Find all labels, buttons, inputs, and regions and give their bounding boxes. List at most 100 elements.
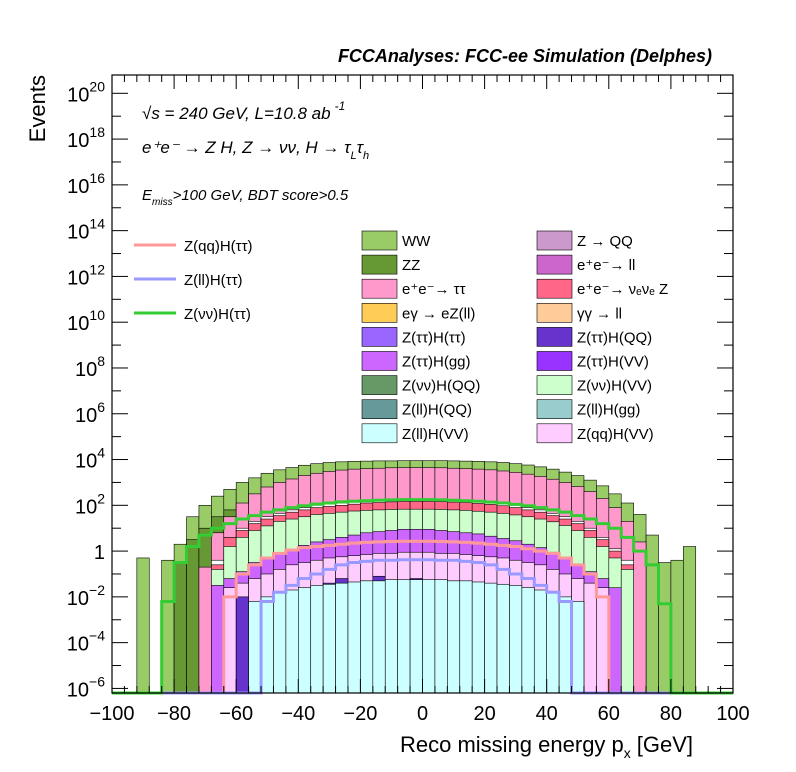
bar — [211, 585, 225, 694]
x-axis-label-main: Reco missing energy p — [400, 732, 624, 757]
bar — [608, 587, 622, 694]
bar — [533, 589, 548, 694]
legend-fill-entry: WW — [361, 230, 431, 251]
y-tick-base: 10 — [75, 405, 97, 427]
legend-fill-swatch — [536, 399, 573, 420]
legend-fill-label: ZZ — [402, 257, 420, 274]
legend-fill-label: Z(ττ)H(QQ) — [577, 329, 652, 346]
bar — [186, 539, 200, 694]
bar — [471, 581, 485, 694]
legend-fill-swatch — [536, 230, 573, 251]
y-tick-label: 1012 — [67, 261, 105, 289]
bar — [484, 582, 498, 694]
y-tick-base: 10 — [67, 176, 89, 198]
bar — [260, 596, 274, 694]
y-tick-base: 10 — [67, 588, 89, 610]
legend-fill-label: Z(ττ)H(gg) — [402, 354, 471, 371]
y-tick-base: 10 — [67, 84, 89, 106]
x-tick-label: −20 — [343, 703, 377, 725]
annotation-selection: Emiss>100 GeV, BDT score>0.5 — [142, 187, 349, 208]
y-tick-label: 10−6 — [67, 673, 105, 701]
legend-fill-entry: Z(ττ)H(QQ) — [536, 327, 652, 347]
legend-line-label: Z(ll)H(ττ) — [184, 272, 243, 289]
x-tick-label: 100 — [716, 703, 749, 725]
annotation-process-sub1: L — [351, 150, 357, 162]
legend-fill-swatch — [536, 423, 573, 444]
x-axis-label: Reco missing energy px [GeV] — [400, 732, 693, 761]
y-tick-base: 10 — [67, 222, 89, 244]
overlay-line-0 — [112, 539, 733, 695]
bar — [285, 589, 299, 694]
legend-fill-label: e⁺e⁻→ ττ — [402, 281, 466, 298]
legend-fill-swatch — [361, 230, 398, 251]
y-tick-exponent: 2 — [97, 490, 105, 506]
y-tick-label: 106 — [75, 399, 105, 427]
legend-fill-entry: eγ → eZ(ll) — [361, 302, 475, 323]
legend-fill-label: Z(ll)H(VV) — [402, 426, 469, 443]
y-tick-exponent: 16 — [89, 170, 105, 186]
bar — [447, 580, 461, 694]
legend-fill-swatch — [361, 302, 398, 323]
legend-fill-swatch — [536, 375, 573, 395]
legend-fill-label: Z(ll)H(gg) — [577, 402, 640, 419]
legend-line-entry: Z(qq)H(ττ) — [134, 238, 253, 255]
legend-fill-label: eγ → eZ(ll) — [402, 305, 475, 322]
annotation-energy-lumi-text: √s = 240 GeV, L=10.8 ab — [142, 104, 331, 123]
y-tick-labels: 102010181016101410121010108106104102110−… — [67, 78, 105, 701]
bar — [620, 569, 634, 694]
legend-fill-entry: Z(ττ)H(gg) — [361, 351, 471, 371]
bar — [384, 579, 398, 694]
legend-fill-entry: Z(ll)H(gg) — [536, 399, 640, 420]
bar — [248, 601, 262, 694]
y-tick-label: 102 — [75, 490, 105, 518]
legend-fill-label: Z(νν)H(QQ) — [402, 378, 480, 395]
y-tick-label: 1020 — [67, 78, 105, 106]
x-tick-label: −40 — [281, 703, 315, 725]
x-tick-label: 20 — [473, 703, 495, 725]
plot-area — [111, 74, 734, 695]
bar — [546, 591, 560, 694]
y-tick-base: 10 — [67, 313, 89, 335]
annotation-selection-e: E — [142, 187, 153, 204]
y-tick-exponent: 20 — [89, 78, 105, 94]
y-tick-base: 10 — [67, 130, 89, 152]
bar — [360, 580, 374, 694]
y-tick-exponent: −6 — [89, 673, 105, 689]
legend-fill-swatch — [536, 327, 573, 347]
legend-fill-swatch — [361, 375, 398, 395]
x-axis-label-subscript: x — [624, 745, 631, 761]
legend-line-entry: Z(νν)H(ττ) — [134, 306, 251, 323]
legend-line-entry: Z(ll)H(ττ) — [134, 272, 243, 289]
x-tick-label: 60 — [598, 703, 620, 725]
legend-fill-label: Z(ll)H(QQ) — [402, 402, 472, 419]
annotation-selection-sub: miss — [152, 197, 173, 208]
bar — [173, 562, 187, 694]
legend-fill-swatch — [536, 254, 573, 275]
y-tick-exponent: 14 — [89, 216, 105, 232]
y-tick-exponent: −4 — [89, 628, 105, 644]
y-tick-base: 10 — [75, 451, 97, 473]
bar — [310, 585, 324, 694]
x-tick-label: −80 — [157, 703, 191, 725]
y-tick-exponent: 10 — [89, 307, 105, 323]
bar — [235, 596, 249, 694]
annotation-energy-lumi: √s = 240 GeV, L=10.8 ab -1 — [142, 99, 345, 123]
y-tick-exponent: 6 — [97, 399, 105, 415]
bar — [571, 601, 585, 694]
y-tick-label: 10−4 — [67, 628, 105, 656]
legend-fill-swatch — [361, 351, 398, 371]
x-axis-label-unit: [GeV] — [637, 732, 693, 757]
annotation-process-tau: τ — [357, 138, 365, 157]
bar — [509, 585, 523, 694]
legend-fill-label: γγ → ll — [577, 305, 622, 322]
legend-fill-entry: ZZ — [361, 254, 420, 275]
y-tick-label: 108 — [75, 353, 105, 381]
chart-title: FCCAnalyses: FCC-ee Simulation (Delphes) — [338, 46, 712, 66]
bar — [335, 582, 349, 694]
legend-fill-swatch — [361, 327, 398, 347]
bar — [670, 559, 684, 694]
legend-fill-entry: Z(qq)H(VV) — [536, 423, 654, 444]
legend-fill-label: Z → QQ — [577, 233, 633, 250]
legend-fill-entry: e⁺e⁻→ ll — [536, 254, 635, 275]
annotation-selection-text: >100 GeV, BDT score>0.5 — [173, 187, 349, 204]
